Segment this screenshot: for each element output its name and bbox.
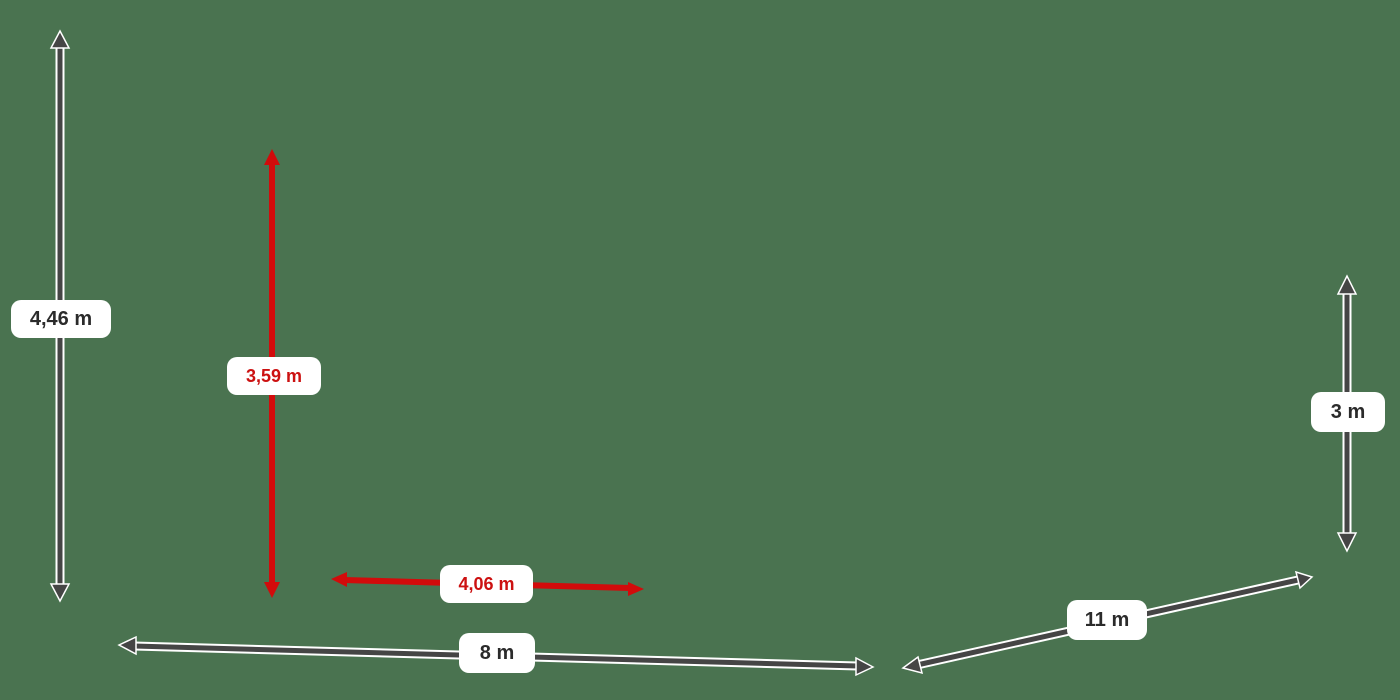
dimension-label-3-59: 3,59 m	[227, 357, 321, 395]
dimension-label-8: 8 m	[459, 633, 535, 673]
dimension-label-4-06: 4,06 m	[440, 565, 533, 603]
dimension-label-3: 3 m	[1311, 392, 1385, 432]
dimension-label-11: 11 m	[1067, 600, 1147, 640]
dimension-label-4-46: 4,46 m	[11, 300, 111, 338]
